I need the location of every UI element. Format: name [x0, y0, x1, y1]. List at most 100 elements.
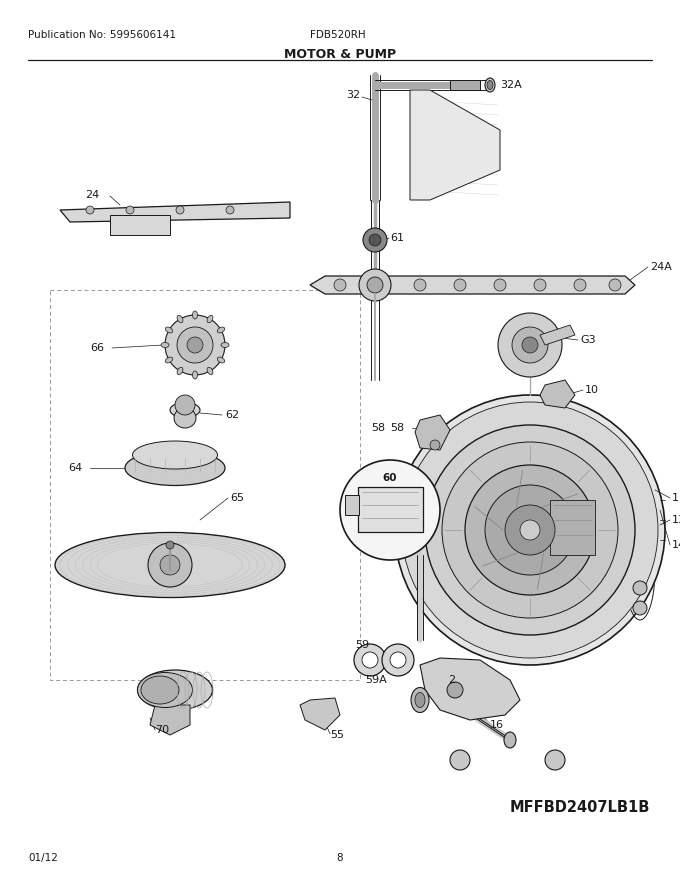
Polygon shape [410, 90, 500, 200]
Circle shape [177, 327, 213, 363]
Text: 24: 24 [85, 190, 99, 200]
Circle shape [160, 555, 180, 575]
Circle shape [165, 315, 225, 375]
Circle shape [86, 206, 94, 214]
Circle shape [187, 337, 203, 353]
Circle shape [498, 313, 562, 377]
Text: 13: 13 [672, 515, 680, 525]
Circle shape [442, 442, 618, 618]
Ellipse shape [165, 357, 173, 363]
Circle shape [633, 581, 647, 595]
Circle shape [374, 279, 386, 291]
Ellipse shape [177, 315, 183, 323]
Ellipse shape [174, 408, 196, 428]
Polygon shape [60, 202, 290, 222]
Text: 58: 58 [371, 423, 385, 433]
Circle shape [520, 520, 540, 540]
Circle shape [522, 337, 538, 353]
Bar [358, 487, 423, 532]
Circle shape [425, 425, 635, 635]
Circle shape [369, 234, 381, 246]
Circle shape [454, 279, 466, 291]
Text: 01/12: 01/12 [28, 853, 58, 863]
Text: 32A: 32A [500, 80, 522, 90]
Circle shape [609, 279, 621, 291]
Text: 32: 32 [346, 90, 360, 100]
Circle shape [166, 541, 174, 549]
Circle shape [148, 543, 192, 587]
Ellipse shape [485, 78, 495, 92]
Circle shape [362, 652, 378, 668]
Circle shape [545, 750, 565, 770]
Ellipse shape [177, 367, 183, 375]
Circle shape [359, 269, 391, 301]
Circle shape [126, 206, 134, 214]
Circle shape [494, 279, 506, 291]
Bar [110, 215, 170, 235]
Text: 16: 16 [490, 720, 504, 730]
Ellipse shape [504, 732, 516, 748]
Polygon shape [150, 705, 190, 735]
Text: MOTOR & PUMP: MOTOR & PUMP [284, 48, 396, 61]
Circle shape [382, 644, 414, 676]
Text: 55: 55 [330, 730, 344, 740]
Circle shape [430, 440, 440, 450]
Polygon shape [540, 325, 575, 345]
Ellipse shape [192, 311, 197, 319]
Polygon shape [420, 658, 520, 720]
Ellipse shape [411, 687, 429, 713]
Circle shape [354, 644, 386, 676]
Circle shape [574, 279, 586, 291]
Polygon shape [450, 80, 480, 90]
Circle shape [367, 277, 383, 293]
Text: 59A: 59A [365, 675, 387, 685]
Text: 14: 14 [672, 540, 680, 550]
Circle shape [334, 279, 346, 291]
Polygon shape [310, 276, 635, 294]
Polygon shape [415, 415, 450, 450]
Polygon shape [300, 698, 340, 730]
Text: 66: 66 [90, 343, 104, 353]
Ellipse shape [207, 367, 213, 375]
Circle shape [175, 395, 195, 415]
Circle shape [363, 228, 387, 252]
Text: 58: 58 [390, 423, 404, 433]
Ellipse shape [221, 342, 229, 348]
Text: 24A: 24A [650, 262, 672, 272]
Circle shape [512, 327, 548, 363]
Text: 65: 65 [230, 493, 244, 503]
Ellipse shape [170, 402, 200, 417]
Circle shape [447, 682, 463, 698]
Text: FDB520RH: FDB520RH [310, 30, 366, 40]
Text: 10: 10 [585, 385, 599, 395]
Bar [550, 500, 595, 555]
Circle shape [450, 750, 470, 770]
Text: 61: 61 [390, 233, 404, 243]
Text: 70: 70 [155, 725, 169, 735]
Text: 2: 2 [448, 675, 455, 685]
Text: 8: 8 [337, 853, 343, 863]
Circle shape [505, 505, 555, 555]
Ellipse shape [487, 80, 493, 90]
Ellipse shape [125, 451, 225, 486]
Ellipse shape [141, 676, 179, 704]
Circle shape [395, 395, 665, 665]
Ellipse shape [55, 532, 285, 598]
Ellipse shape [137, 672, 192, 708]
Ellipse shape [165, 327, 173, 333]
Text: MFFBD2407LB1B: MFFBD2407LB1B [510, 801, 650, 816]
Text: 59: 59 [355, 640, 369, 650]
Ellipse shape [415, 693, 425, 708]
Text: 64: 64 [68, 463, 82, 473]
Text: G3: G3 [580, 335, 596, 345]
Bar [345, 495, 359, 515]
Circle shape [633, 601, 647, 615]
Bar [50, 290, 360, 680]
Text: 1: 1 [672, 493, 679, 503]
Ellipse shape [161, 342, 169, 348]
Text: Publication No: 5995606141: Publication No: 5995606141 [28, 30, 176, 40]
Ellipse shape [218, 327, 224, 333]
Ellipse shape [192, 371, 197, 379]
Circle shape [414, 279, 426, 291]
Circle shape [176, 206, 184, 214]
